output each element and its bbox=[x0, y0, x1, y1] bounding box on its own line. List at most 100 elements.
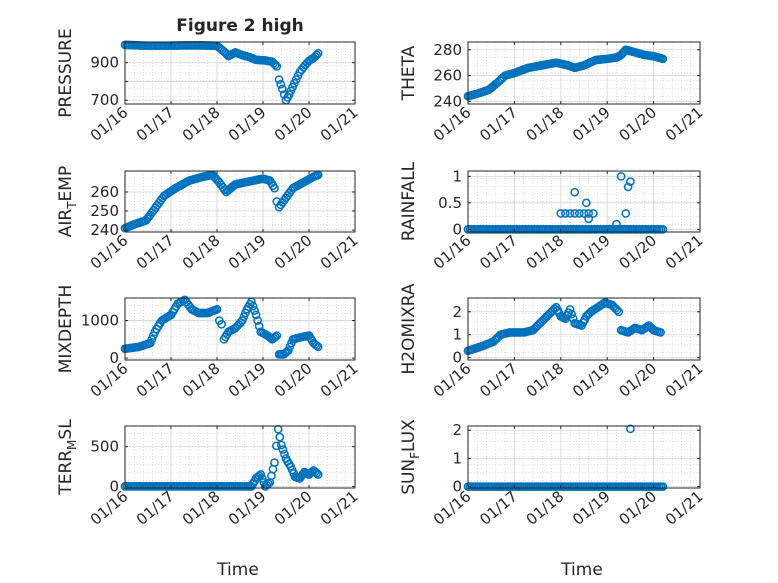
data-point bbox=[277, 440, 286, 450]
data-point bbox=[313, 48, 323, 58]
data-point bbox=[274, 75, 284, 84]
y-tick-label: 250 bbox=[90, 202, 119, 220]
axes-box bbox=[124, 297, 356, 361]
data-point bbox=[270, 332, 280, 342]
data-point bbox=[276, 79, 286, 89]
axes-box bbox=[124, 41, 356, 105]
y-tick-label: 0 bbox=[109, 349, 119, 367]
data-point bbox=[565, 305, 575, 314]
data-point bbox=[257, 474, 267, 483]
data-point bbox=[626, 424, 635, 434]
data-point bbox=[271, 441, 281, 451]
data-point bbox=[254, 321, 264, 331]
data-point bbox=[270, 60, 280, 70]
y-tick-label: 2 bbox=[452, 421, 462, 439]
data-point bbox=[584, 214, 593, 224]
data-point bbox=[264, 479, 273, 489]
y-tick-label: 280 bbox=[433, 41, 462, 59]
data-point bbox=[272, 331, 282, 340]
axes-box bbox=[467, 41, 701, 105]
y-tick-label: 0 bbox=[109, 477, 119, 495]
data-point bbox=[272, 62, 282, 71]
data-point bbox=[565, 209, 575, 218]
axes-background bbox=[468, 171, 700, 232]
data-point bbox=[270, 458, 279, 467]
y-tick-label: 1000 bbox=[81, 312, 119, 330]
data-point bbox=[248, 301, 258, 311]
data-point bbox=[656, 328, 665, 337]
axes-box bbox=[124, 425, 356, 489]
data-point bbox=[251, 310, 261, 320]
data-point bbox=[312, 50, 322, 60]
y-axis-label: AIRTEMP bbox=[56, 166, 79, 237]
data-point bbox=[217, 319, 226, 329]
data-point bbox=[658, 482, 668, 491]
axes-box bbox=[124, 170, 356, 233]
data-point bbox=[312, 341, 322, 350]
y-tick-label: 0 bbox=[452, 478, 462, 496]
data-point bbox=[275, 432, 285, 442]
y-axis-label: SUNFLUX bbox=[399, 419, 422, 495]
data-point bbox=[312, 468, 322, 478]
data-point bbox=[277, 84, 287, 94]
data-point bbox=[579, 209, 589, 218]
y-tick-label: 0 bbox=[452, 349, 462, 367]
data-point bbox=[612, 305, 622, 315]
y-axis-label: PRESSURE bbox=[56, 28, 76, 117]
y-tick-label: 240 bbox=[433, 92, 462, 110]
data-point bbox=[270, 183, 279, 193]
y-tick-label: 1 bbox=[452, 449, 462, 467]
data-point bbox=[621, 209, 631, 218]
y-axis-label: RAINFALL bbox=[399, 161, 419, 241]
y-axis-label: THETA bbox=[399, 45, 419, 101]
y-axis-label: MIXDEPTH bbox=[56, 285, 76, 374]
axes-background bbox=[468, 426, 700, 488]
data-point bbox=[280, 449, 289, 459]
data-point bbox=[256, 470, 266, 479]
data-point bbox=[581, 198, 591, 208]
y-tick-label: 900 bbox=[90, 54, 119, 72]
data-point bbox=[313, 342, 323, 352]
y-tick-label: 1 bbox=[452, 326, 462, 344]
x-axis-label: Time bbox=[216, 560, 259, 580]
x-axis-label: Time bbox=[560, 560, 603, 580]
data-point bbox=[567, 309, 576, 319]
data-point bbox=[250, 306, 259, 315]
data-point bbox=[623, 182, 633, 192]
data-point bbox=[278, 445, 288, 454]
data-point bbox=[626, 177, 635, 186]
data-point bbox=[658, 54, 668, 64]
y-tick-label: 2 bbox=[452, 303, 462, 321]
y-tick-label: 240 bbox=[90, 221, 119, 239]
data-point bbox=[212, 304, 222, 314]
y-tick-label: 0 bbox=[452, 220, 462, 238]
data-point bbox=[575, 209, 584, 218]
data-point bbox=[253, 316, 262, 325]
y-tick-label: 0.5 bbox=[438, 194, 462, 212]
axes-box bbox=[467, 297, 701, 361]
axes-box bbox=[467, 425, 701, 489]
data-point bbox=[570, 187, 580, 197]
y-tick-label: 1 bbox=[452, 167, 462, 185]
y-tick-label: 260 bbox=[90, 183, 119, 201]
data-point bbox=[556, 209, 566, 218]
y-tick-label: 260 bbox=[433, 67, 462, 85]
axes-box bbox=[467, 170, 701, 233]
data-point bbox=[607, 224, 617, 234]
y-axis-label: H2OMIXRA bbox=[399, 283, 419, 374]
data-point bbox=[584, 209, 593, 218]
y-tick-label: 700 bbox=[90, 91, 119, 109]
data-point bbox=[313, 470, 323, 479]
subplot-1: 01/16 01/17 01/18 01/19 01/20 01/21700900PRES… bbox=[56, 28, 362, 145]
data-point bbox=[616, 171, 626, 181]
figure-title: Figure 2 high bbox=[176, 16, 304, 36]
data-point bbox=[561, 209, 570, 218]
data-point bbox=[570, 209, 580, 218]
y-tick-label: 500 bbox=[90, 438, 119, 456]
data-point bbox=[614, 307, 624, 317]
data-point bbox=[658, 224, 668, 234]
data-point bbox=[588, 209, 598, 218]
y-axis-label: TERRMSL bbox=[56, 419, 79, 496]
data-point bbox=[612, 219, 621, 229]
